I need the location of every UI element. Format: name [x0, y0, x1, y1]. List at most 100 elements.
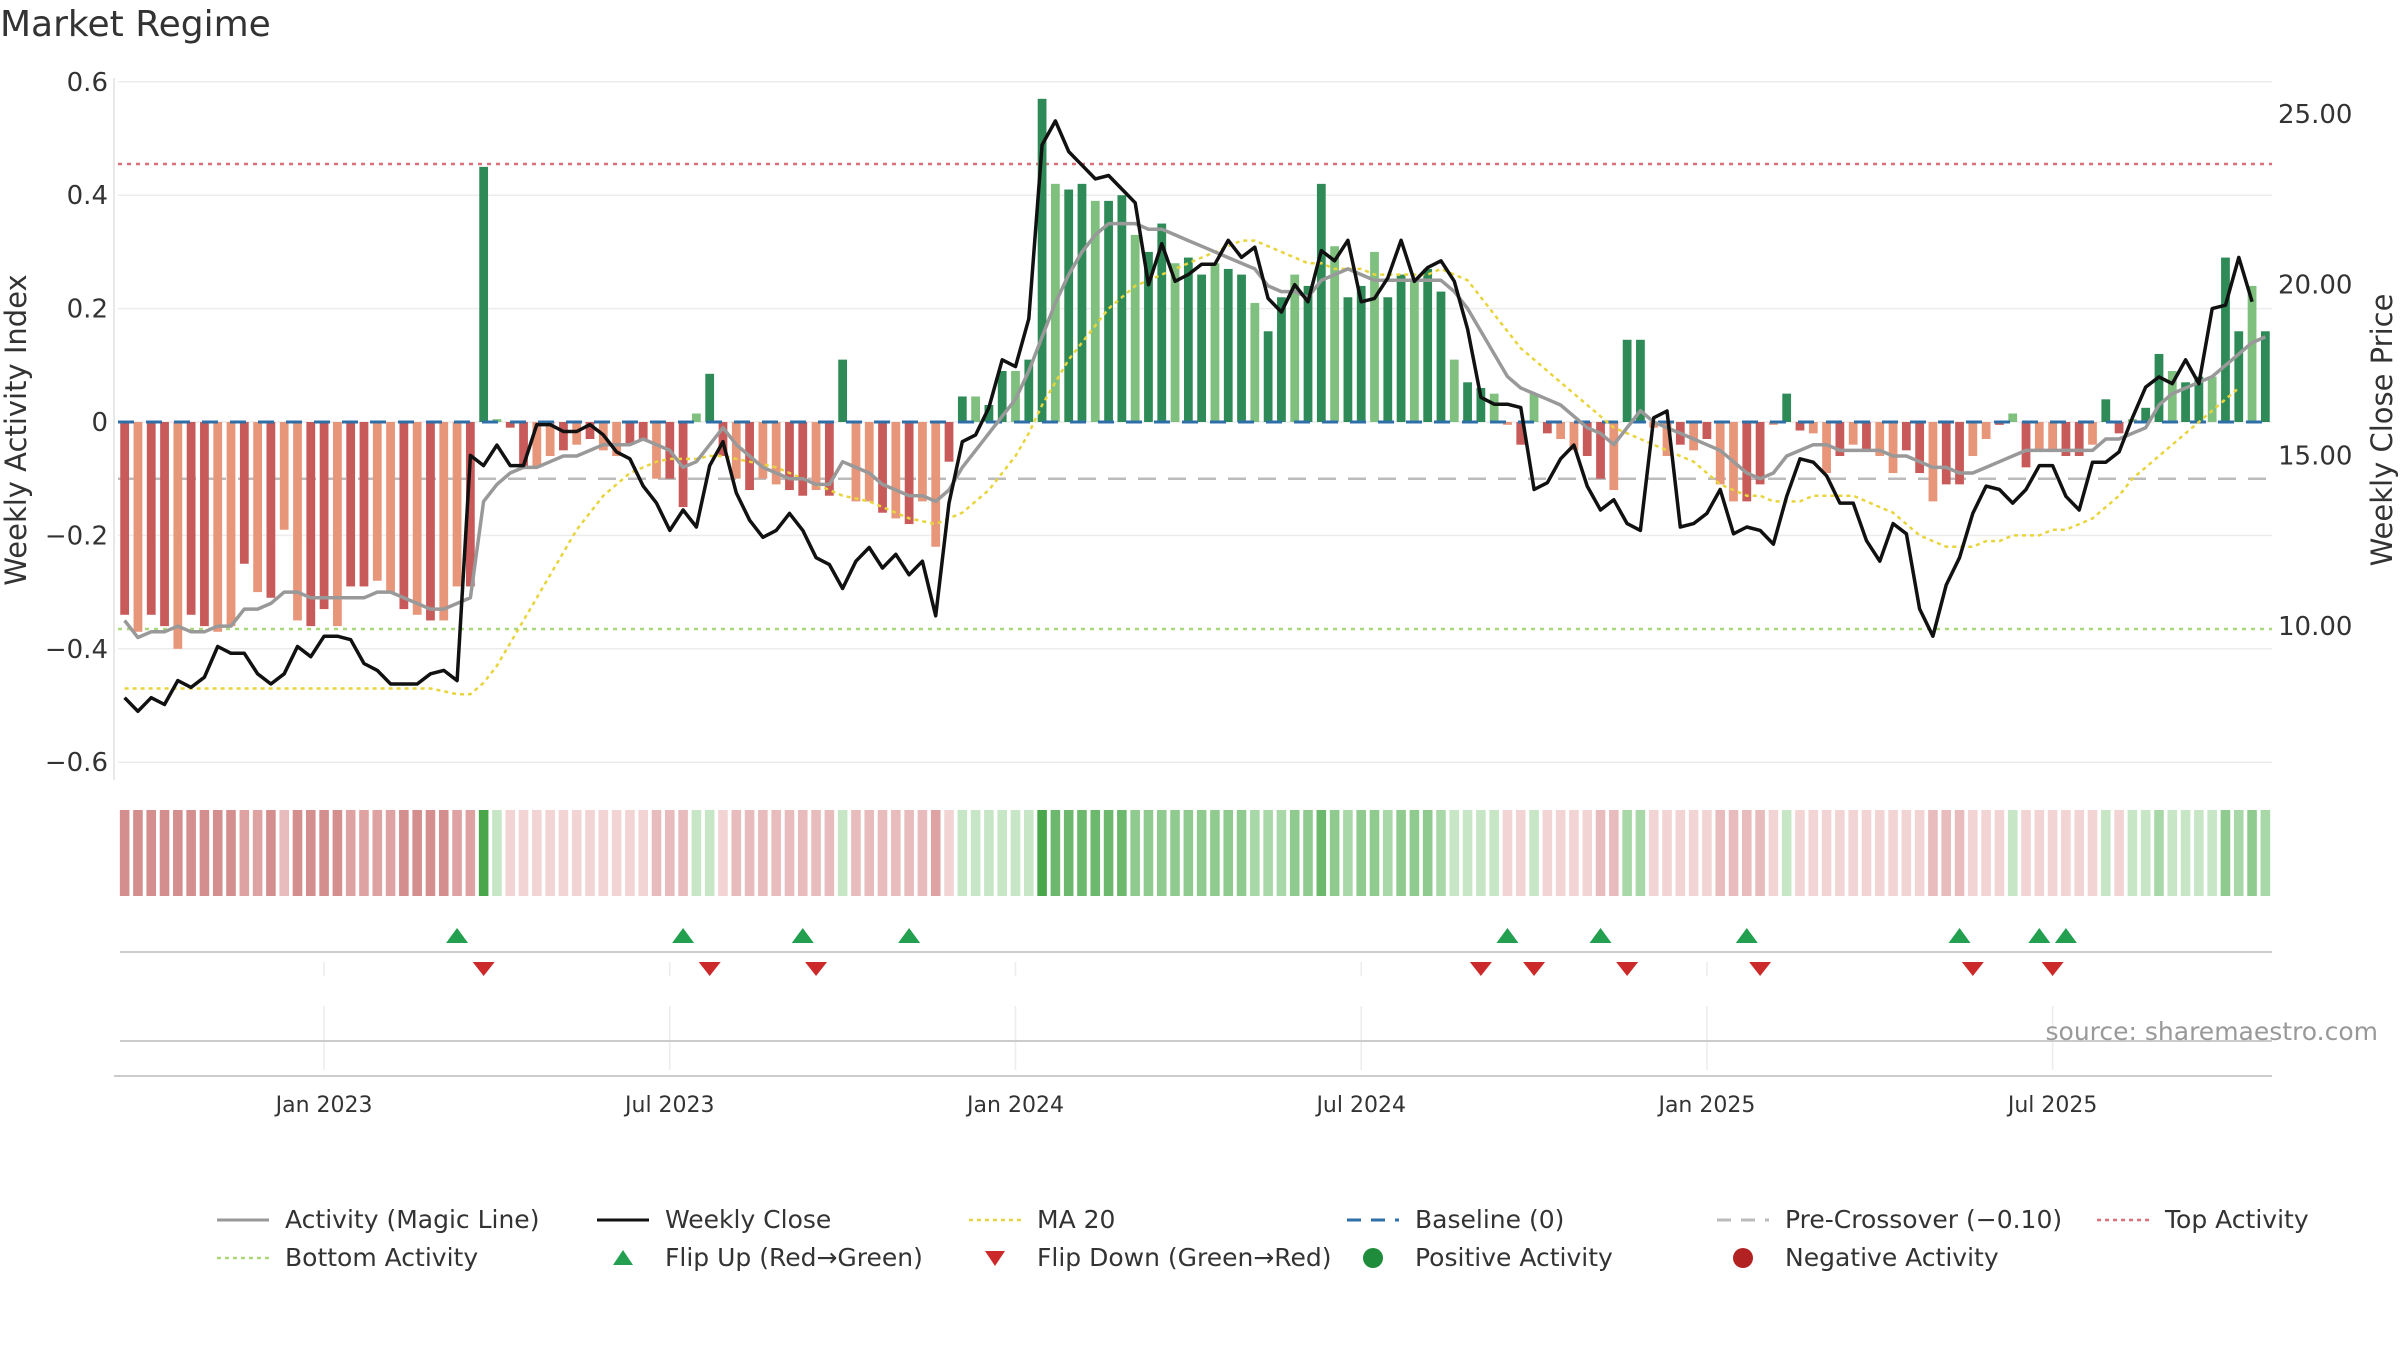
legend-label: MA 20: [1037, 1205, 1116, 1234]
legend-symbol: [217, 1256, 269, 1259]
regime-cell: [1848, 810, 1858, 896]
regime-cell: [2180, 810, 2191, 896]
regime-cell: [2047, 810, 2058, 896]
regime-cell: [173, 810, 183, 896]
regime-cell: [1223, 810, 1234, 896]
regime-cell: [1582, 810, 1593, 896]
activity-bar: [1596, 422, 1605, 479]
activity-bar: [2247, 285, 2257, 422]
activity-bar: [2048, 422, 2057, 451]
activity-bar: [798, 422, 808, 496]
regime-cell: [877, 810, 888, 896]
y-tick-label: 0.6: [67, 68, 108, 98]
regime-cell: [1289, 810, 1300, 896]
regime-cell: [1250, 810, 1260, 896]
regime-cell: [1050, 810, 1061, 896]
activity-bar: [1529, 393, 1539, 422]
activity-bar: [878, 422, 887, 513]
legend-symbol: [2097, 1218, 2149, 1221]
activity-bar: [1463, 382, 1472, 422]
regime-cell: [1914, 810, 1925, 896]
ma20-line: [124, 239, 2240, 696]
legend-item: Negative Activity: [1715, 1243, 1999, 1272]
grid-lines: [113, 78, 2272, 1070]
activity-bar: [931, 422, 941, 547]
regime-cell: [359, 810, 369, 896]
regime-cell: [186, 810, 196, 896]
activity-bar: [904, 422, 914, 525]
regime-cell: [984, 810, 994, 896]
activity-bar: [1875, 422, 1885, 457]
regime-cell: [306, 810, 316, 896]
activity-bar: [1290, 274, 1300, 422]
regime-cell: [970, 810, 981, 896]
legend-marker: [985, 1250, 1005, 1266]
regime-cell: [1768, 810, 1779, 896]
regime-cell: [2247, 810, 2257, 896]
regime-cell: [2101, 810, 2111, 896]
regime-cell: [2154, 810, 2164, 896]
regime-cell: [824, 810, 835, 896]
activity-bar: [213, 422, 223, 632]
regime-cell: [851, 810, 861, 896]
activity-bar: [811, 422, 821, 491]
regime-cell: [625, 810, 635, 896]
activity-bar: [1862, 422, 1871, 451]
legend-item: Baseline (0): [1345, 1205, 1564, 1234]
activity-bar: [1888, 422, 1898, 474]
regime-cell: [1037, 810, 1047, 896]
activity-bar: [1503, 422, 1512, 425]
regime-cell: [372, 810, 383, 896]
activity-bar: [2194, 376, 2204, 422]
activity-bar: [1423, 268, 1433, 422]
regime-cell: [239, 810, 250, 896]
legend-item: Top Activity: [2095, 1205, 2309, 1234]
activity-bar: [359, 422, 369, 587]
activity-bar: [1090, 200, 1100, 422]
activity-bar: [133, 422, 143, 632]
activity-bar: [638, 422, 648, 440]
activity-bar: [1064, 189, 1074, 422]
regime-cell: [2114, 810, 2124, 896]
activity-bar: [612, 422, 621, 457]
activity-bar: [559, 422, 568, 451]
activity-bar: [1316, 183, 1326, 422]
regime-cell: [691, 810, 702, 896]
regime-cell: [598, 810, 609, 896]
legend-marker: [1733, 1247, 1753, 1268]
activity-bar: [1822, 422, 1831, 474]
activity-bar: [465, 422, 475, 587]
x-tick-label: Jul 2023: [623, 1093, 715, 1118]
regime-cell: [1143, 810, 1154, 896]
activity-bar: [1542, 422, 1552, 434]
regime-cell: [930, 810, 941, 896]
legend-item: Bottom Activity: [215, 1243, 478, 1272]
regime-cell: [1489, 810, 1499, 896]
legend-label: Activity (Magic Line): [285, 1205, 540, 1234]
legend-label: Weekly Close: [665, 1205, 832, 1234]
activity-bar: [1848, 422, 1858, 445]
x-tick-label: Jan 2024: [965, 1093, 1064, 1118]
regime-cell: [319, 810, 329, 896]
regime-cell: [1928, 810, 1938, 896]
regime-cell: [492, 810, 502, 896]
regime-cell: [2087, 810, 2098, 896]
regime-cell: [1795, 810, 1805, 896]
source-note: source: sharemaestro.com: [2046, 1017, 2379, 1046]
activity-bar: [412, 422, 422, 615]
activity-bar: [771, 422, 781, 485]
activity-bar: [2061, 422, 2071, 457]
activity-bar: [2008, 413, 2018, 422]
activity-bar: [1782, 393, 1792, 422]
regime-cell: [345, 810, 356, 896]
regime-cell: [1901, 810, 1912, 896]
regime-cell: [1755, 810, 1765, 896]
activity-bar: [851, 422, 861, 502]
y-tick-label: 0.4: [67, 181, 108, 211]
legend-label: Flip Down (Green→Red): [1037, 1243, 1332, 1272]
flip-down-marker: [1469, 962, 1492, 976]
activity-bar: [266, 422, 276, 598]
regime-cell: [226, 810, 236, 896]
activity-bar: [1343, 297, 1353, 422]
regime-cell: [611, 810, 622, 896]
